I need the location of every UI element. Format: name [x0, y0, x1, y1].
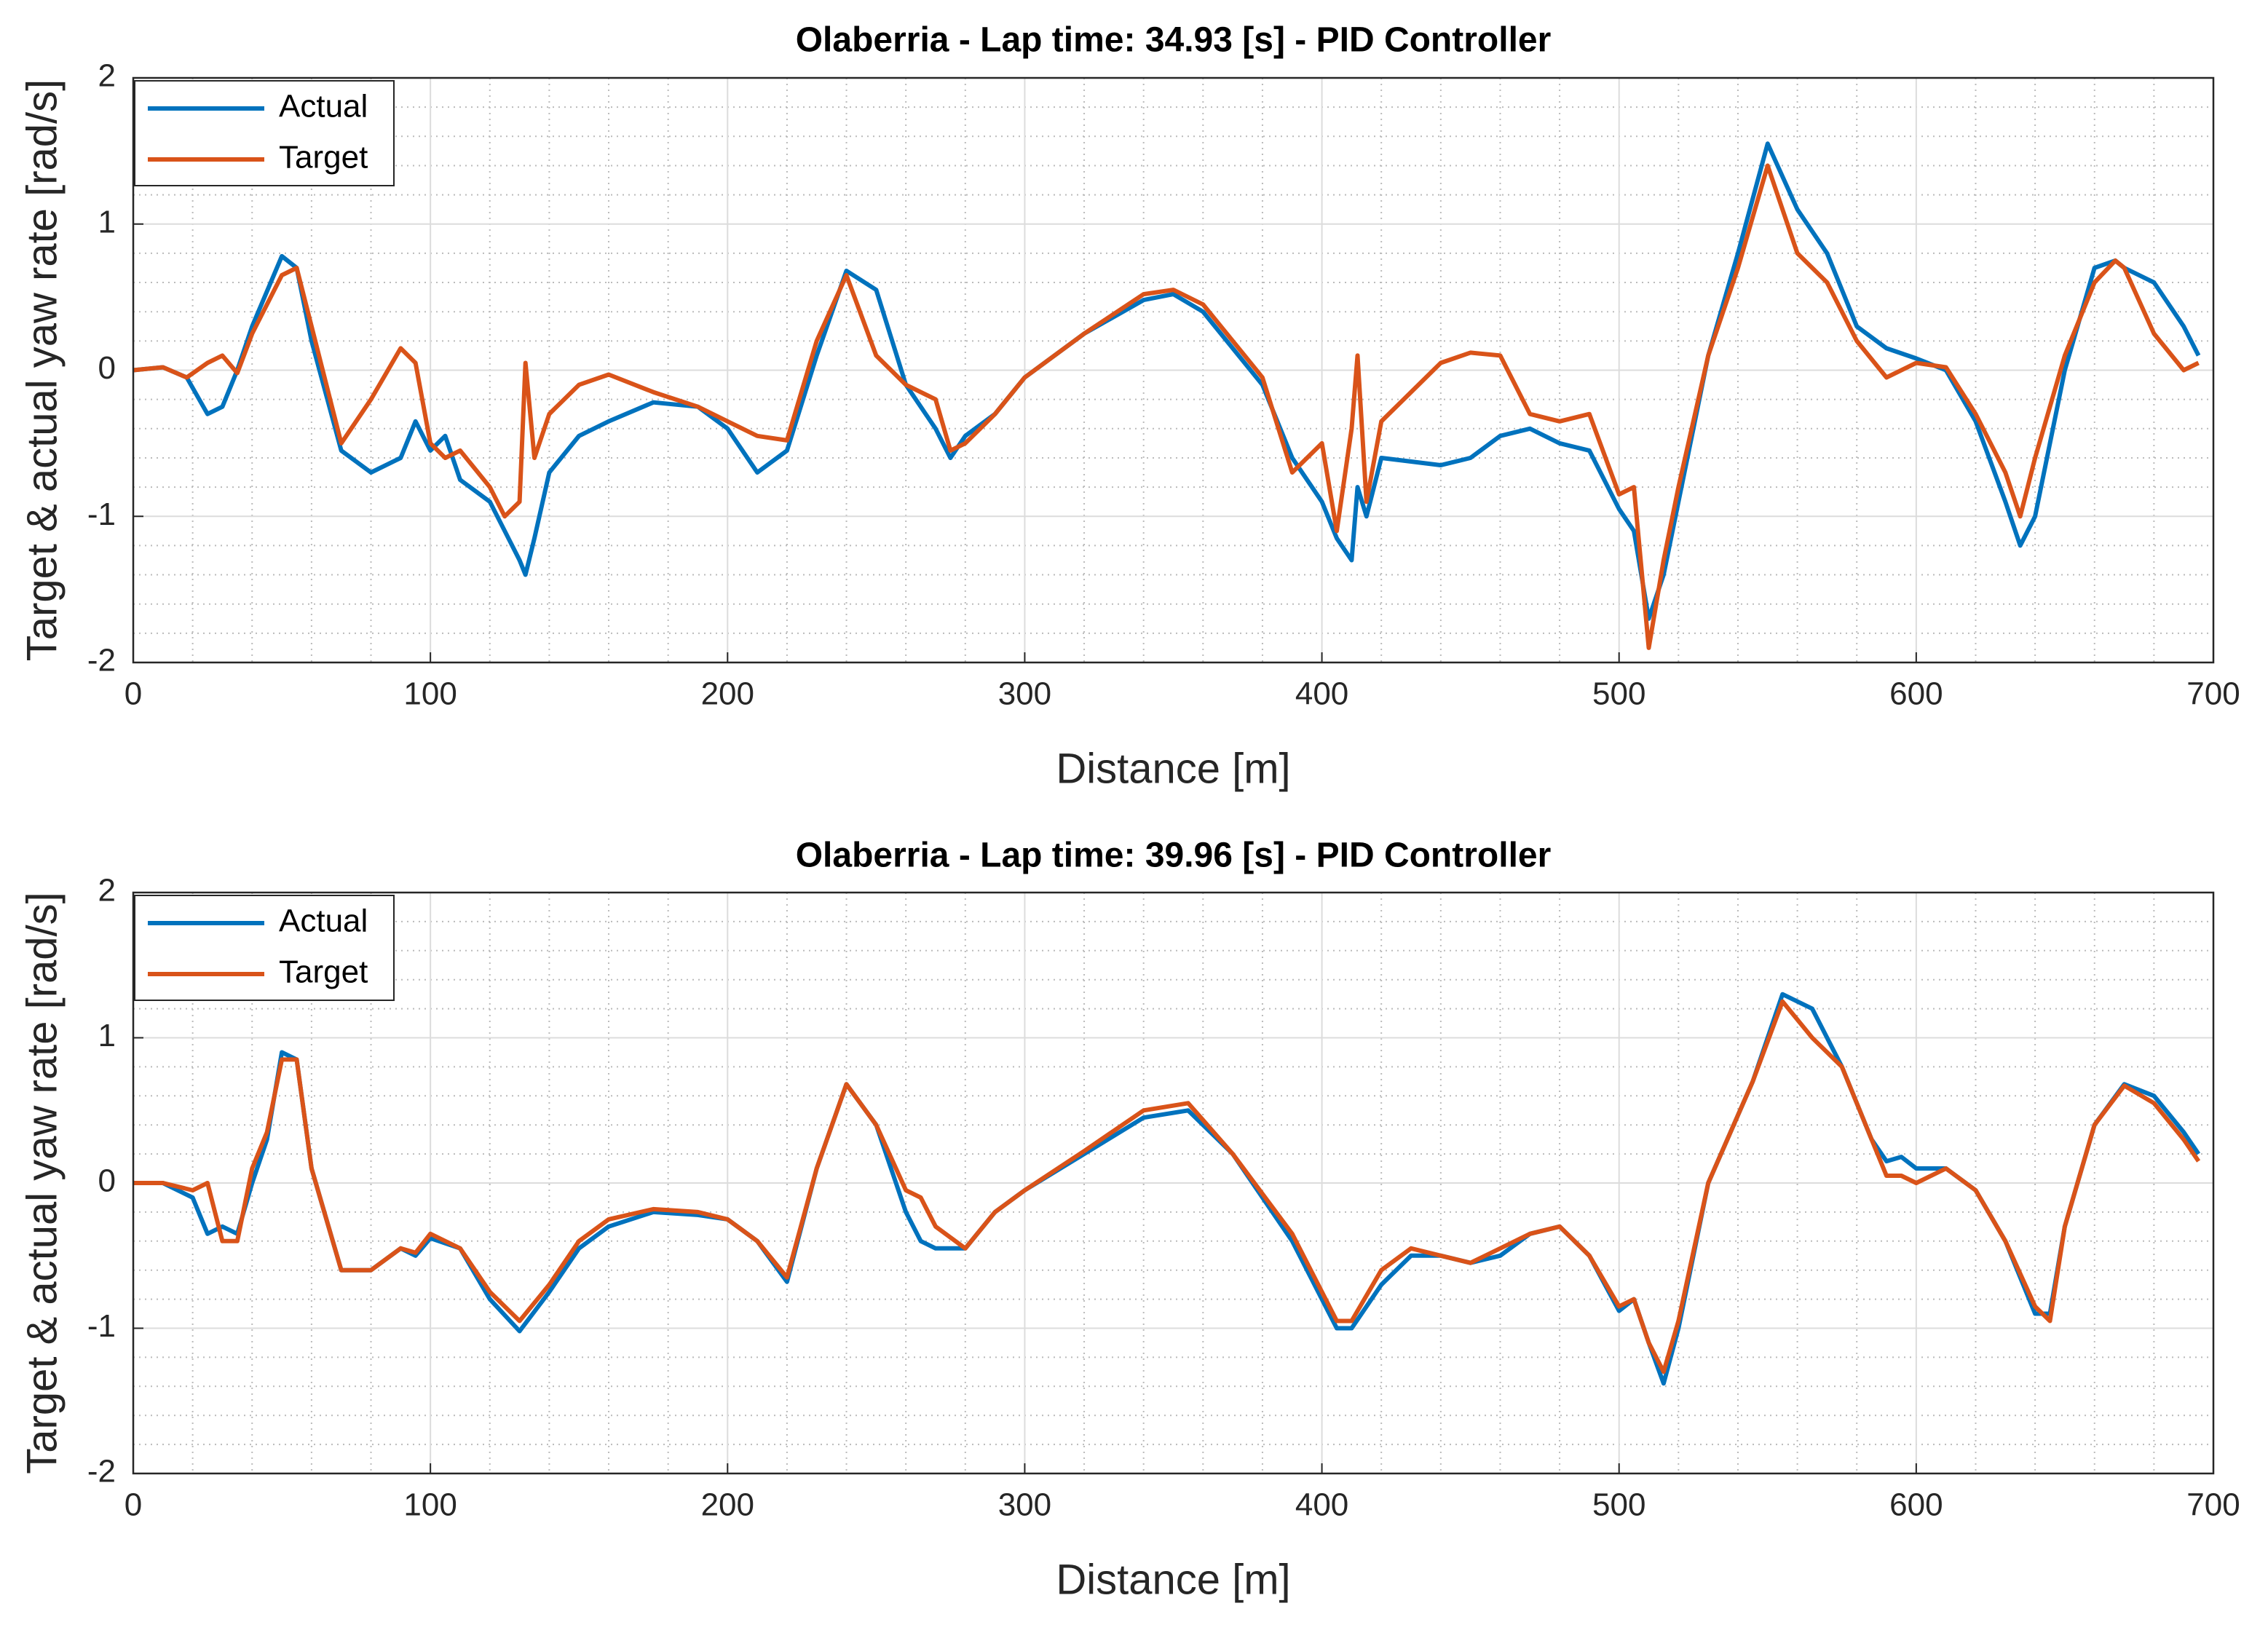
- plot-frame: [132, 891, 2215, 1475]
- plot-frame: [132, 76, 2215, 664]
- x-tick-label: 600: [1889, 676, 1943, 712]
- y-tick-label: 0: [98, 350, 116, 386]
- y-tick-label: -2: [87, 643, 116, 678]
- chart: 0 100 200 300 400 500 600 700 -2 -1 0 1 2 Olaberria -…: [18, 836, 2240, 1604]
- y-tick-label: 2: [98, 58, 116, 94]
- x-tick-label: 100: [403, 1487, 457, 1523]
- y-tick-label: 1: [98, 204, 116, 240]
- legend-label: Target: [279, 140, 368, 175]
- x-tick-label: 100: [403, 676, 457, 712]
- x-tick-label: 700: [2186, 676, 2240, 712]
- x-tick-label: 400: [1295, 676, 1348, 712]
- y-tick-label: 2: [98, 873, 116, 909]
- y-tick-label: 0: [98, 1163, 116, 1199]
- y-tick-label: -1: [87, 496, 116, 532]
- legend-box: [134, 80, 395, 186]
- x-tick-label: 300: [998, 676, 1051, 712]
- x-tick-label: 400: [1295, 1487, 1348, 1523]
- legend-label: Target: [279, 954, 368, 990]
- legend-box: [134, 895, 395, 1001]
- chart: 0 100 200 300 400 500 600 700 -2 -1 0 1 2 Olaberria -…: [18, 21, 2240, 793]
- y-tick-label: 1: [98, 1018, 116, 1053]
- y-tick-label: -2: [87, 1454, 116, 1489]
- x-axis-label: Distance [m]: [1056, 745, 1290, 792]
- y-tick-label: -1: [87, 1308, 116, 1344]
- series-line: [133, 163, 2200, 650]
- x-tick-label: 500: [1592, 676, 1645, 712]
- series-line: [133, 141, 2201, 621]
- chart-title: Olaberria - Lap time: 34.93 [s] - PID Co…: [796, 21, 1552, 60]
- legend-label: Actual: [279, 89, 368, 124]
- x-tick-label: 0: [125, 676, 142, 712]
- y-axis-label: Target & actual yaw rate [rad/s]: [18, 892, 66, 1473]
- x-tick-label: 300: [998, 1487, 1051, 1523]
- x-tick-label: 200: [701, 676, 754, 712]
- y-axis-label: Target & actual yaw rate [rad/s]: [18, 79, 66, 661]
- x-axis-label: Distance [m]: [1056, 1556, 1290, 1603]
- x-tick-label: 700: [2186, 1487, 2240, 1523]
- legend-label: Actual: [279, 903, 368, 939]
- x-tick-label: 200: [701, 1487, 754, 1523]
- x-tick-label: 600: [1889, 1487, 1943, 1523]
- x-tick-label: 0: [125, 1487, 142, 1523]
- x-tick-label: 500: [1592, 1487, 1645, 1523]
- series-line: [133, 999, 2201, 1374]
- chart-title: Olaberria - Lap time: 39.96 [s] - PID Co…: [796, 836, 1552, 875]
